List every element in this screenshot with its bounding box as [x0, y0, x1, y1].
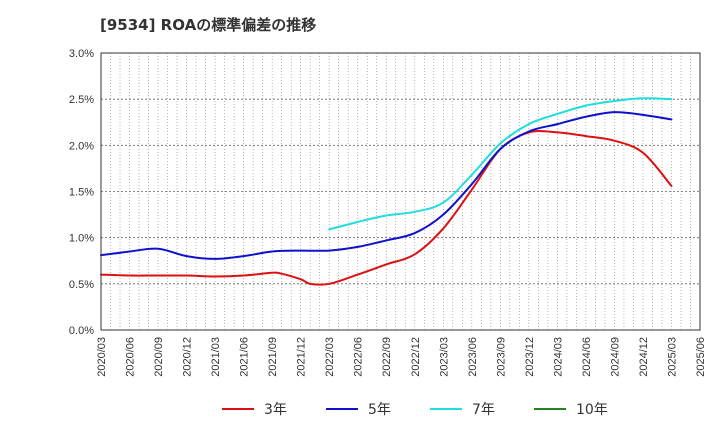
x-tick-label: 2020/09	[153, 337, 165, 377]
x-axis-ticks: 2020/03 2020/06 2020/09 2020/12 2021/03 2021/…	[96, 337, 707, 377]
x-tick-label: 2022/06	[353, 337, 365, 377]
x-tick-label: 2023/12	[524, 337, 536, 377]
x-tick-label: 2021/12	[296, 337, 308, 377]
y-tick-label: 0.5%	[69, 279, 94, 291]
series-line-2	[328, 97, 673, 231]
legend-label: 3年	[264, 402, 287, 418]
y-tick-label: 2.5%	[69, 94, 94, 106]
x-tick-label: 2020/12	[182, 337, 194, 377]
legend: 3年 5年 7年 10年	[222, 402, 608, 418]
series-lines	[100, 97, 673, 286]
y-axis-ticks: 0.0% 0.5% 1.0% 1.5% 2.0% 2.5% 3.0%	[69, 48, 94, 337]
y-tick-label: 1.5%	[69, 187, 94, 199]
x-tick-label: 2025/03	[666, 337, 678, 377]
grid	[100, 52, 701, 331]
y-tick-label: 2.0%	[69, 140, 94, 152]
x-tick-label: 2024/12	[638, 337, 650, 377]
legend-label: 5年	[368, 402, 391, 418]
x-tick-label: 2023/03	[438, 337, 450, 377]
x-tick-label: 2024/03	[552, 337, 564, 377]
x-tick-label: 2021/03	[210, 337, 222, 377]
series-line-0	[100, 130, 673, 286]
series-line-1	[100, 111, 673, 260]
y-tick-label: 1.0%	[69, 233, 94, 245]
x-tick-label: 2021/06	[239, 337, 251, 377]
x-tick-label: 2023/09	[495, 337, 507, 377]
legend-label: 10年	[576, 402, 608, 418]
y-tick-label: 0.0%	[69, 325, 94, 337]
x-tick-label: 2024/06	[581, 337, 593, 377]
x-tick-label: 2020/03	[96, 337, 108, 377]
x-tick-label: 2025/06	[695, 337, 707, 377]
x-tick-label: 2021/09	[267, 337, 279, 377]
chart-title: [9534] ROAの標準偏差の推移	[100, 16, 316, 34]
x-tick-label: 2022/12	[410, 337, 422, 377]
y-tick-label: 3.0%	[69, 48, 94, 60]
x-tick-label: 2020/06	[125, 337, 137, 377]
plot-frame	[100, 52, 701, 331]
x-tick-label: 2022/03	[324, 337, 336, 377]
legend-label: 7年	[472, 402, 495, 418]
x-tick-label: 2024/09	[609, 337, 621, 377]
x-tick-label: 2022/09	[381, 337, 393, 377]
x-tick-label: 2023/06	[467, 337, 479, 377]
